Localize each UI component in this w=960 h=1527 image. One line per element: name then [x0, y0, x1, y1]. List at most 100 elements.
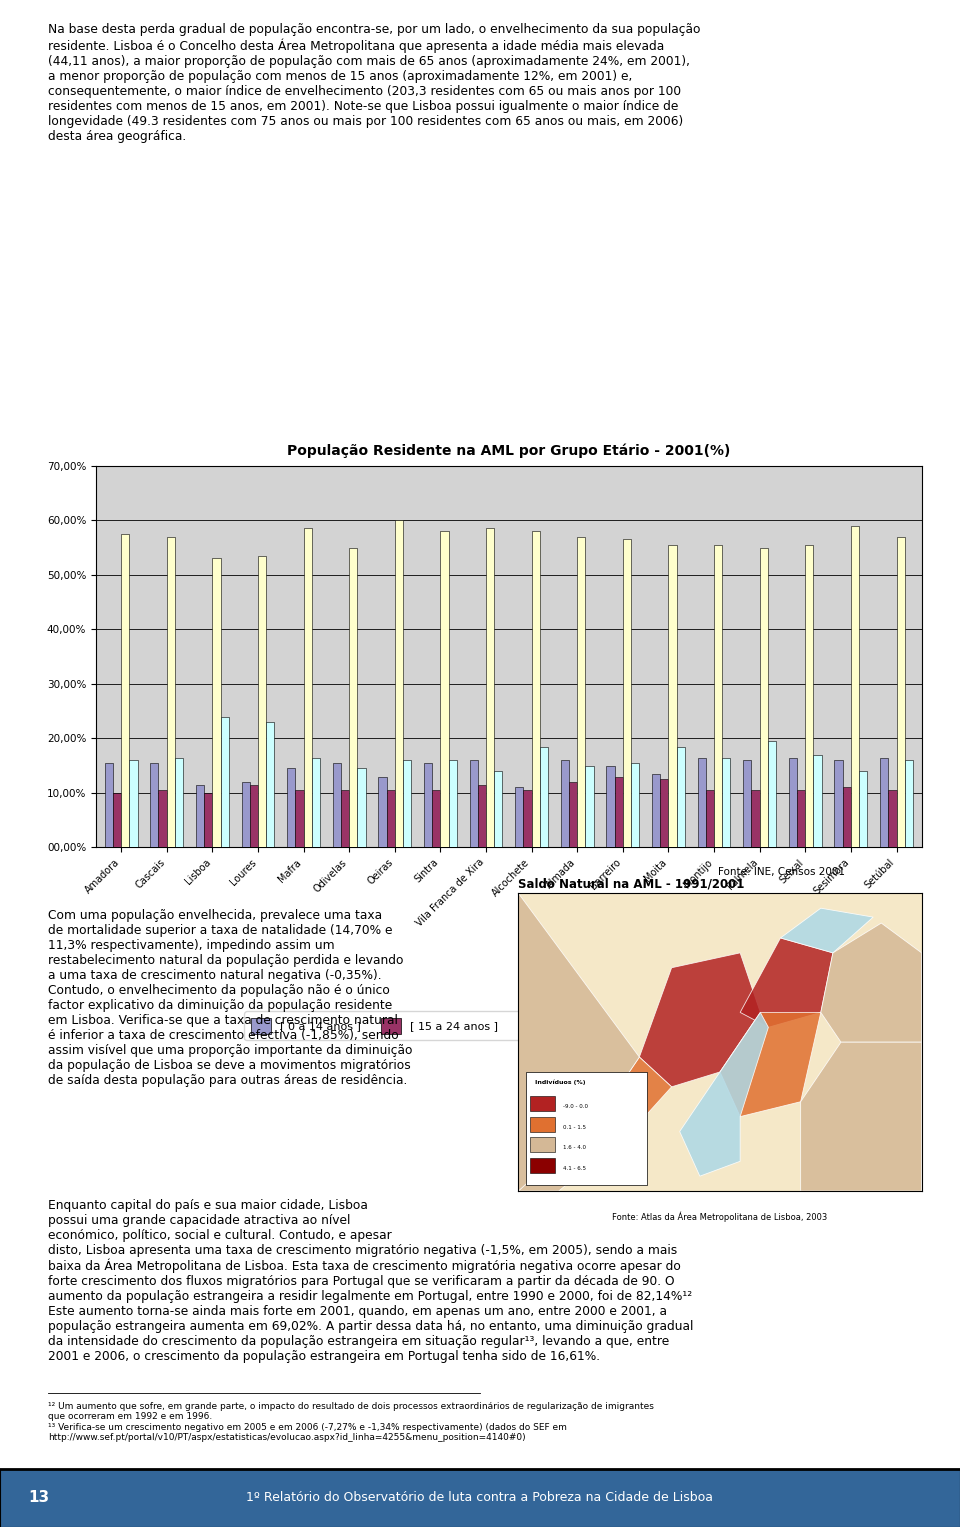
Bar [859, 771, 867, 847]
Polygon shape [518, 893, 639, 1191]
Text: 0.1 - 1.5: 0.1 - 1.5 [563, 1124, 586, 1130]
Bar [349, 548, 357, 847]
Bar [387, 791, 395, 847]
Bar [296, 791, 303, 847]
Bar [432, 791, 441, 847]
Bar [196, 785, 204, 847]
Bar [250, 785, 258, 847]
Bar [167, 536, 175, 847]
Bar [469, 760, 478, 847]
Bar [752, 791, 759, 847]
Bar [706, 791, 714, 847]
Bar [813, 754, 822, 847]
Bar [614, 777, 623, 847]
Polygon shape [599, 1057, 672, 1132]
Bar [540, 747, 548, 847]
Bar [722, 757, 731, 847]
Bar [805, 545, 813, 847]
Bar [607, 765, 614, 847]
Bar [516, 788, 523, 847]
Bar [212, 559, 221, 847]
Bar [441, 531, 448, 847]
Bar [677, 747, 684, 847]
Polygon shape [780, 909, 874, 953]
Text: 1º Relatório do Observatório de luta contra a Pobreza na Cidade de Lisboa: 1º Relatório do Observatório de luta con… [247, 1492, 713, 1504]
Text: 1.6 - 4.0: 1.6 - 4.0 [563, 1145, 586, 1150]
Bar [888, 791, 897, 847]
Bar [333, 764, 341, 847]
Bar [532, 531, 540, 847]
Bar [258, 556, 266, 847]
Bar [448, 760, 457, 847]
Bar [880, 757, 888, 847]
Bar [652, 774, 660, 847]
Polygon shape [801, 1041, 922, 1191]
Bar [531, 1159, 555, 1173]
Bar [897, 536, 904, 847]
Text: ¹² Um aumento que sofre, em grande parte, o impacto do resultado de dois process: ¹² Um aumento que sofre, em grande parte… [48, 1402, 654, 1441]
Bar [698, 757, 706, 847]
Text: Indivíduos (%): Indivíduos (%) [535, 1080, 585, 1084]
Bar [851, 525, 859, 847]
Bar [714, 545, 722, 847]
Bar [242, 782, 250, 847]
Bar [287, 768, 296, 847]
Title: População Residente na AML por Grupo Etário - 2001(%): População Residente na AML por Grupo Etá… [287, 443, 731, 458]
Bar [130, 760, 137, 847]
Bar [834, 760, 843, 847]
Bar [341, 791, 349, 847]
Bar [266, 722, 275, 847]
Bar [577, 536, 586, 847]
Bar [789, 757, 797, 847]
Bar [395, 521, 403, 847]
Polygon shape [720, 1012, 821, 1116]
Bar [478, 785, 486, 847]
Bar [523, 791, 532, 847]
Bar [151, 764, 158, 847]
Bar [221, 716, 228, 847]
Bar [904, 760, 913, 847]
Bar [561, 760, 569, 847]
Text: Fonte: INE, Censos 2001: Fonte: INE, Censos 2001 [718, 867, 845, 878]
Text: Com uma população envelhecida, prevalece uma taxa
de mortalidade superior a taxa: Com uma população envelhecida, prevalece… [48, 909, 413, 1087]
Bar [526, 1072, 647, 1185]
Polygon shape [821, 922, 922, 1041]
Bar [403, 760, 411, 847]
Bar [623, 539, 631, 847]
Bar [175, 757, 183, 847]
Text: 4.1 - 6.5: 4.1 - 6.5 [563, 1167, 586, 1171]
Text: Enquanto capital do país e sua maior cidade, Lisboa
possui uma grande capacidade: Enquanto capital do país e sua maior cid… [48, 1199, 693, 1364]
Bar [357, 768, 366, 847]
Bar [531, 1096, 555, 1110]
Bar [843, 788, 851, 847]
Bar [768, 741, 776, 847]
Bar [586, 765, 593, 847]
Bar [569, 782, 577, 847]
Bar [303, 528, 312, 847]
Text: -9.0 - 0.0: -9.0 - 0.0 [563, 1104, 588, 1109]
Bar [158, 791, 167, 847]
Text: 13: 13 [29, 1490, 50, 1506]
Bar [113, 793, 121, 847]
Bar [631, 764, 639, 847]
Bar [660, 779, 668, 847]
Bar [743, 760, 752, 847]
Bar [668, 545, 677, 847]
Bar [121, 534, 130, 847]
Bar [531, 1116, 555, 1132]
Bar [424, 764, 432, 847]
Bar [494, 771, 502, 847]
Polygon shape [639, 953, 760, 1087]
Bar [486, 528, 494, 847]
Polygon shape [740, 938, 833, 1028]
Legend: [ 0 a 14 anos ], [ 15 a 24 anos ], [ 25 a 64 anos ], [ 65 e + anos ]: [ 0 a 14 anos ], [ 15 a 24 anos ], [ 25 … [245, 1011, 773, 1040]
Text: Na base desta perda gradual de população encontra-se, por um lado, o envelhecime: Na base desta perda gradual de população… [48, 23, 701, 142]
Bar [759, 548, 768, 847]
Bar [105, 764, 113, 847]
Bar [204, 793, 212, 847]
Polygon shape [680, 1012, 768, 1176]
Bar [378, 777, 387, 847]
Polygon shape [518, 1116, 632, 1191]
Bar [531, 1138, 555, 1153]
Bar [797, 791, 805, 847]
